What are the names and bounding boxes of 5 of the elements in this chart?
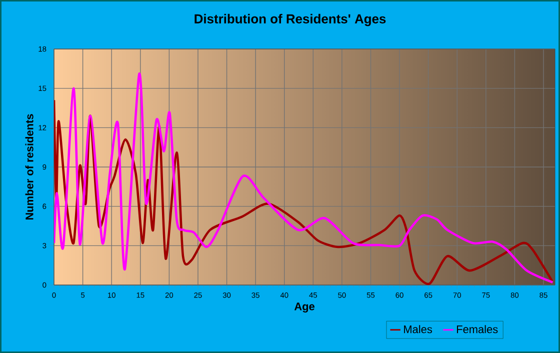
legend-label: Males (404, 325, 432, 334)
legend-label: Females (456, 325, 498, 334)
x-axis-title: Age (294, 302, 314, 313)
y-axis-title: Number of residents (25, 114, 34, 220)
chart-title: Distribution of Residents' Ages (194, 14, 386, 26)
